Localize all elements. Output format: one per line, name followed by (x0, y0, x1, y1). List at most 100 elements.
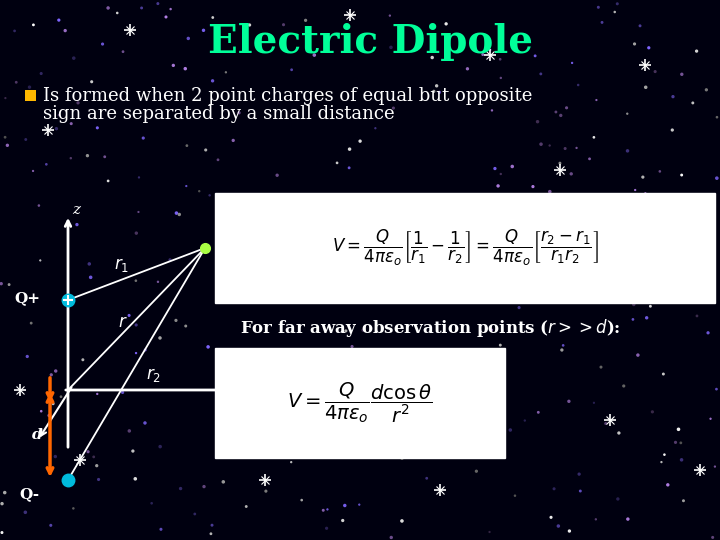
Point (133, 173, 145, 182)
Point (711, 174, 720, 183)
Point (117, 388, 128, 397)
Point (50, 367, 61, 375)
Point (495, 73, 507, 82)
Point (40, 160, 52, 168)
Point (509, 491, 521, 500)
Point (86, 77, 97, 86)
FancyBboxPatch shape (215, 193, 715, 303)
Point (611, 0, 623, 8)
Point (485, 424, 496, 433)
Point (170, 316, 181, 325)
Point (179, 64, 191, 73)
Point (260, 487, 271, 496)
Text: Is formed when 2 point charges of equal but opposite: Is formed when 2 point charges of equal … (43, 87, 532, 105)
Text: z: z (72, 203, 80, 217)
Point (647, 408, 658, 416)
Point (189, 510, 201, 518)
Point (81, 151, 93, 160)
Text: $r_1$: $r_1$ (114, 256, 130, 274)
Point (572, 80, 584, 89)
Point (4, 280, 15, 289)
Point (563, 397, 575, 406)
Point (287, 237, 298, 245)
Point (402, 286, 413, 294)
Point (563, 227, 575, 236)
Point (485, 398, 496, 407)
Point (549, 484, 560, 493)
Point (130, 475, 141, 483)
Point (0, 133, 11, 141)
Point (102, 4, 114, 12)
Point (672, 425, 684, 434)
Point (183, 34, 194, 43)
Point (300, 16, 311, 25)
Point (296, 496, 307, 504)
Point (102, 177, 114, 185)
Point (536, 217, 548, 225)
Point (127, 447, 139, 455)
Point (246, 213, 258, 221)
Point (198, 26, 210, 35)
Point (641, 279, 652, 288)
Point (643, 43, 654, 52)
Point (533, 408, 544, 417)
Text: $r$: $r$ (119, 314, 128, 331)
Point (634, 278, 646, 287)
Point (93, 475, 104, 484)
Point (0, 94, 11, 103)
Point (544, 141, 555, 150)
Point (132, 208, 144, 217)
Point (628, 300, 639, 309)
Point (27, 21, 39, 29)
Point (649, 68, 661, 76)
Point (66, 119, 77, 128)
Point (307, 264, 319, 272)
Point (55, 393, 67, 401)
Point (340, 327, 351, 335)
Point (45, 370, 57, 379)
Point (421, 474, 433, 483)
Point (286, 65, 297, 74)
Point (194, 187, 205, 195)
Text: $V = \dfrac{Q}{4\pi\varepsilon_o}\left[\dfrac{1}{r_1} - \dfrac{1}{r_2}\right] = : $V = \dfrac{Q}{4\pi\varepsilon_o}\left[\… (332, 228, 598, 268)
Point (112, 9, 123, 17)
Point (350, 258, 361, 266)
Point (496, 350, 508, 359)
Text: d: d (32, 428, 42, 442)
Point (486, 326, 498, 334)
Text: For far away observation points ($r$$>>$$d$):: For far away observation points ($r$$>>$… (240, 317, 620, 339)
Point (555, 111, 567, 120)
Point (670, 438, 681, 447)
Point (573, 470, 585, 478)
Point (575, 224, 586, 233)
Point (565, 250, 577, 259)
Point (701, 85, 712, 94)
Point (634, 22, 646, 30)
Point (124, 427, 135, 435)
Point (161, 12, 172, 21)
Point (644, 302, 656, 310)
Point (366, 204, 378, 212)
Point (431, 82, 442, 90)
Point (412, 232, 423, 240)
Point (369, 124, 381, 132)
Point (401, 374, 413, 383)
Point (204, 191, 215, 200)
Point (443, 272, 454, 281)
Point (82, 448, 94, 456)
Point (637, 173, 649, 181)
Bar (25, 90, 36, 101)
Point (117, 48, 129, 56)
Point (613, 429, 625, 437)
Point (85, 273, 96, 282)
Point (322, 505, 333, 514)
Point (622, 146, 634, 155)
Point (687, 99, 698, 107)
Point (489, 164, 500, 173)
Point (567, 58, 578, 67)
Point (324, 242, 336, 251)
Point (20, 135, 32, 144)
Point (593, 3, 604, 11)
Text: y: y (258, 391, 267, 405)
Point (228, 136, 239, 145)
